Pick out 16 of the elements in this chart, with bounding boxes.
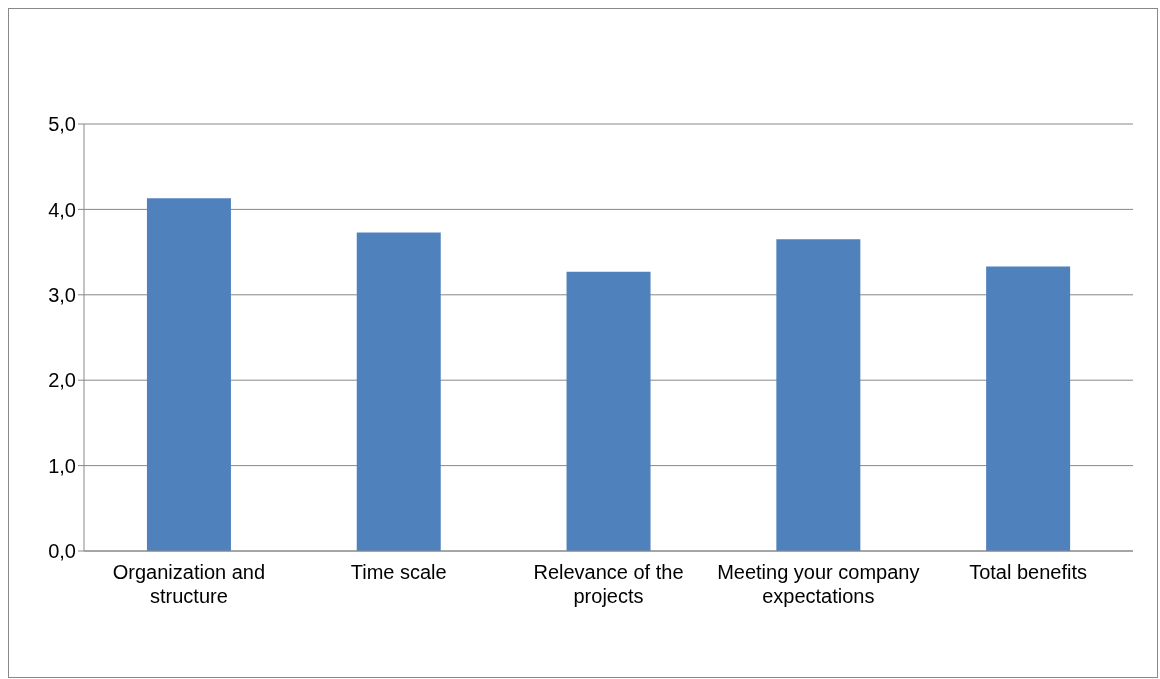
x-tick-label: Organization and structure xyxy=(112,561,266,608)
x-tick-label: Meeting your company expectations xyxy=(717,561,920,608)
y-tick-label: 1,0 xyxy=(48,454,76,477)
y-tick-label: 2,0 xyxy=(48,369,76,392)
bar xyxy=(146,198,231,551)
x-tick-label: Relevance of the projects xyxy=(533,561,684,608)
bar xyxy=(776,239,861,551)
x-tick-label: Time scale xyxy=(350,561,447,584)
bar xyxy=(566,271,651,551)
y-tick-label: 4,0 xyxy=(48,198,76,221)
bar xyxy=(356,232,441,551)
y-tick-label: 5,0 xyxy=(48,113,76,136)
y-tick-label: 3,0 xyxy=(48,283,76,306)
y-tick-label: 0,0 xyxy=(48,540,76,563)
bar xyxy=(986,266,1071,551)
x-tick-label: Total benefits xyxy=(969,561,1088,584)
